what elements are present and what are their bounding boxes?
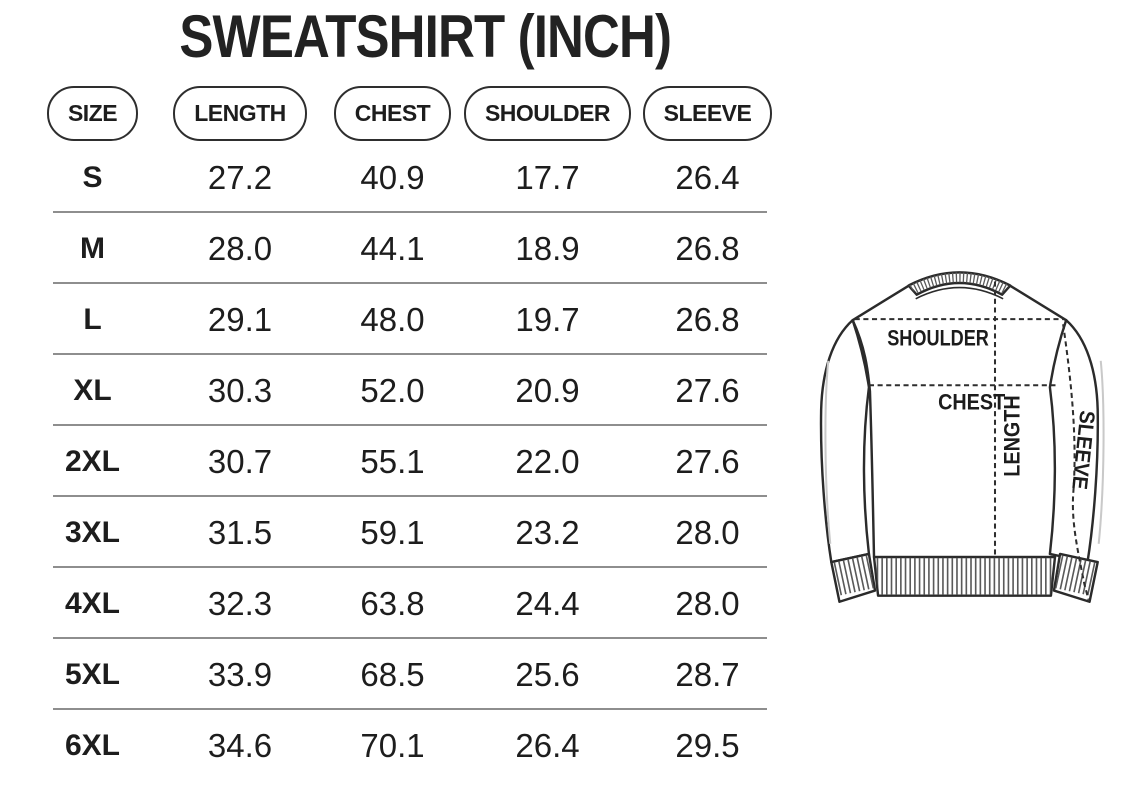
shoulder-value: 17.7 — [515, 158, 580, 196]
sleeve-value: 28.7 — [675, 655, 740, 693]
table-header-row: SIZE LENGTH CHEST SHOULDER SLEEVE — [35, 86, 775, 141]
sleeve-value: 28.0 — [675, 513, 740, 551]
table-row-4xl: 4XL 32.3 63.8 24.4 28.0 — [35, 568, 775, 639]
shoulder-value: 25.6 — [515, 655, 580, 693]
chest-value: 44.1 — [360, 229, 425, 267]
chest-value: 48.0 — [360, 300, 425, 338]
column-header-length: LENGTH — [173, 86, 307, 141]
size-label: L — [83, 302, 102, 336]
length-value: 28.0 — [207, 229, 273, 267]
length-value: 30.7 — [207, 442, 273, 480]
size-label: S — [82, 160, 103, 194]
table-row-5xl: 5XL 33.9 68.5 25.6 28.7 — [35, 639, 775, 710]
length-value: 31.5 — [207, 513, 273, 551]
header-cell-size: SIZE — [35, 86, 150, 141]
size-label: 4XL — [64, 586, 121, 620]
length-value: 27.2 — [207, 158, 273, 196]
row-divider — [53, 424, 767, 426]
length-value: 29.1 — [207, 300, 273, 338]
chest-value: 55.1 — [360, 442, 425, 480]
sleeve-value: 28.0 — [675, 584, 740, 622]
size-table: S 27.2 40.9 17.7 26.4 M 28.0 44.1 18.9 2… — [35, 142, 775, 781]
size-label: 3XL — [64, 515, 121, 549]
row-divider — [53, 495, 767, 497]
column-header-chest: CHEST — [333, 86, 452, 141]
header-cell-shoulder: SHOULDER — [455, 86, 640, 141]
shoulder-value: 20.9 — [515, 371, 580, 409]
diagram-shoulder-label: SHOULDER — [887, 326, 989, 351]
length-value: 30.3 — [207, 371, 273, 409]
sleeve-value: 26.4 — [675, 158, 740, 196]
row-divider — [53, 566, 767, 568]
size-label: XL — [73, 373, 112, 407]
header-cell-chest: CHEST — [330, 86, 455, 141]
sleeve-value: 26.8 — [675, 300, 740, 338]
row-divider — [53, 353, 767, 355]
diagram-length-label: LENGTH — [999, 395, 1024, 476]
row-divider — [53, 211, 767, 213]
sleeve-value: 26.8 — [675, 229, 740, 267]
sweatshirt-right-sleeve — [1048, 318, 1105, 603]
sweatshirt-diagram: SHOULDER CHEST LENGTH SLEEVE — [812, 248, 1117, 618]
size-label: 6XL — [64, 728, 121, 762]
row-divider — [53, 637, 767, 639]
sleeve-measure-line — [1062, 324, 1090, 600]
shoulder-value: 19.7 — [515, 300, 580, 338]
diagram-chest-label: CHEST — [938, 390, 1005, 415]
length-value: 34.6 — [207, 726, 273, 764]
title-bar: SWEATSHIRT (INCH) — [25, 2, 825, 71]
length-value: 33.9 — [207, 655, 273, 693]
column-header-sleeve: SLEEVE — [642, 86, 773, 141]
row-divider — [53, 708, 767, 710]
shoulder-value: 18.9 — [515, 229, 580, 267]
size-label: 5XL — [64, 657, 121, 691]
row-divider — [53, 282, 767, 284]
header-cell-sleeve: SLEEVE — [640, 86, 775, 141]
table-row-s: S 27.2 40.9 17.7 26.4 — [35, 142, 775, 213]
header-cell-length: LENGTH — [150, 86, 330, 141]
chest-value: 59.1 — [360, 513, 425, 551]
shoulder-value: 26.4 — [515, 726, 580, 764]
chest-value: 68.5 — [360, 655, 425, 693]
sleeve-value: 27.6 — [675, 442, 740, 480]
shoulder-value: 24.4 — [515, 584, 580, 622]
length-value: 32.3 — [207, 584, 273, 622]
chest-value: 70.1 — [360, 726, 425, 764]
chest-value: 52.0 — [360, 371, 425, 409]
column-header-shoulder: SHOULDER — [463, 86, 632, 141]
table-row-l: L 29.1 48.0 19.7 26.8 — [35, 284, 775, 355]
size-label: M — [80, 231, 105, 265]
table-row-m: M 28.0 44.1 18.9 26.8 — [35, 213, 775, 284]
table-row-2xl: 2XL 30.7 55.1 22.0 27.6 — [35, 426, 775, 497]
page-title: SWEATSHIRT (INCH) — [179, 3, 672, 70]
table-row-xl: XL 30.3 52.0 20.9 27.6 — [35, 355, 775, 426]
sweatshirt-body — [851, 271, 1068, 559]
chest-value: 63.8 — [360, 584, 425, 622]
sleeve-value: 27.6 — [675, 371, 740, 409]
table-row-3xl: 3XL 31.5 59.1 23.2 28.0 — [35, 497, 775, 568]
chest-value: 40.9 — [360, 158, 425, 196]
column-header-size: SIZE — [46, 86, 139, 141]
sweatshirt-illustration-svg: SHOULDER CHEST LENGTH SLEEVE — [819, 271, 1105, 603]
sweatshirt-hem-band — [872, 555, 1057, 597]
sleeve-value: 29.5 — [675, 726, 740, 764]
sweatshirt-left-sleeve — [819, 318, 877, 603]
shoulder-value: 22.0 — [515, 442, 580, 480]
shoulder-value: 23.2 — [515, 513, 580, 551]
table-row-6xl: 6XL 34.6 70.1 26.4 29.5 — [35, 710, 775, 781]
size-label: 2XL — [64, 444, 121, 478]
